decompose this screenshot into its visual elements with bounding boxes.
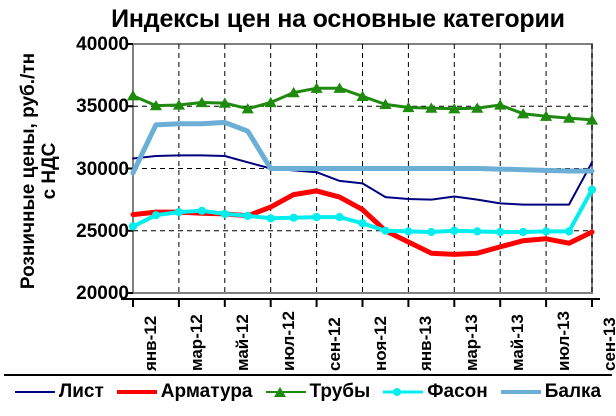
series-marker-3 [564,227,574,236]
series-marker-3 [404,227,413,236]
chart-legend: Лист Арматура Трубы Фасон Балка [0,382,616,401]
legend-item-0[interactable]: Лист [14,381,104,402]
series-marker-3 [542,227,551,236]
series-marker-3 [473,227,482,236]
series-marker-2 [402,101,415,113]
series-marker-3 [312,212,321,222]
series-marker-3 [266,214,275,223]
series-marker-2 [241,103,254,114]
series-marker-2 [448,103,461,114]
legend-swatch-icon [14,385,55,399]
legend-label: Трубы [309,381,371,402]
series-marker-2 [425,102,438,113]
series-marker-2 [310,82,323,93]
series-marker-2 [379,98,392,110]
legend-swatch-icon [265,385,306,399]
series-marker-2 [149,99,163,111]
series-marker-3 [358,219,367,228]
series-marker-2 [562,112,576,123]
series-marker-2 [356,90,369,101]
series-marker-2 [585,114,599,125]
y-tick-label: 20000 [76,283,129,304]
series-marker-2 [126,90,140,101]
series-marker-3 [335,212,344,222]
legend-swatch-icon [116,385,157,399]
series-marker-2 [471,102,484,113]
series-marker-3 [128,222,138,231]
legend-line-icon [265,390,306,393]
series-marker-2 [195,96,208,108]
series-marker-3 [197,206,206,215]
legend-swatch-icon [383,385,424,399]
series-marker-2 [264,96,277,108]
legend-label: Балка [544,381,602,402]
series-marker-3 [174,207,183,217]
series-marker-3 [450,226,459,235]
series-marker-3 [151,211,161,220]
series-marker-3 [519,227,528,237]
legend-marker-icon [393,387,402,396]
y-tick-label: 40000 [76,34,129,55]
legend-label: Лист [58,381,104,402]
series-marker-2 [287,86,300,98]
series-marker-2 [494,99,507,110]
series-marker-3 [289,213,298,222]
series-marker-2 [333,82,346,93]
legend-line-icon [116,389,157,394]
legend-marker-icon [273,386,286,397]
legend-swatch-icon [500,385,541,399]
series-marker-2 [540,110,553,121]
legend-item-3[interactable]: Фасон [383,381,488,402]
legend-label: Арматура [160,381,253,402]
series-line-0 [132,154,593,206]
series-marker-3 [220,209,229,219]
legend-item-1[interactable]: Арматура [116,381,253,402]
series-marker-3 [381,226,390,235]
legend-item-2[interactable]: Трубы [265,381,371,402]
series-line-4 [130,119,595,176]
legend-line-icon [500,389,541,394]
y-tick-label: 35000 [76,96,129,118]
legend-line-icon [383,390,424,393]
series-marker-3 [427,227,436,237]
legend-item-4[interactable]: Балка [500,381,602,402]
series-marker-3 [496,227,505,237]
legend-label: Фасон [427,381,488,402]
legend-line-icon [14,390,55,393]
series-marker-3 [243,211,252,220]
series-marker-2 [517,108,530,119]
y-tick-label: 30000 [76,158,129,180]
series-marker-3 [587,185,597,194]
series-marker-2 [172,99,185,110]
series-marker-2 [218,97,231,108]
y-tick-label: 25000 [76,220,129,242]
